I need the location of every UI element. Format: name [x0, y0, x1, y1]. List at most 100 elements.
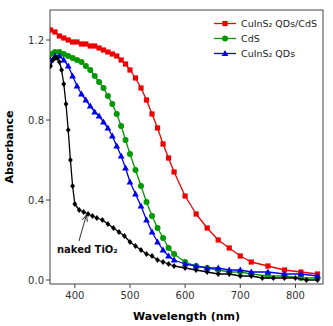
point: [96, 112, 103, 118]
point: [105, 124, 112, 130]
point: [205, 269, 210, 275]
point: [74, 82, 81, 88]
point: [293, 275, 298, 281]
point: [114, 111, 120, 117]
point: [160, 235, 166, 241]
point: [127, 67, 132, 72]
y-axis-label: Absorbance: [3, 110, 16, 183]
x-tick: [295, 284, 296, 288]
x-tick-label: 500: [120, 290, 139, 301]
point: [172, 263, 177, 269]
point: [183, 265, 188, 271]
point: [94, 215, 99, 221]
point: [154, 238, 161, 244]
y-tick-label: 0.4: [28, 195, 44, 206]
point: [171, 169, 176, 174]
point: [96, 79, 102, 85]
legend-marker: [222, 21, 227, 26]
point: [91, 108, 98, 114]
point: [166, 245, 172, 251]
point: [149, 111, 154, 116]
point: [113, 142, 120, 148]
y-tick: [46, 40, 50, 41]
y-tick: [46, 280, 50, 281]
point: [205, 225, 210, 230]
point: [111, 225, 116, 231]
x-tick-label: 400: [65, 290, 84, 301]
point: [122, 233, 127, 239]
point: [50, 63, 53, 69]
point: [65, 62, 72, 68]
point: [109, 132, 116, 138]
point: [260, 275, 265, 281]
point: [59, 67, 64, 73]
point: [87, 102, 94, 108]
x-tick: [185, 284, 186, 288]
point: [144, 251, 149, 257]
series-line: [51, 58, 318, 280]
point: [282, 275, 287, 281]
x-tick: [129, 284, 130, 288]
y-tick-label: 1.2: [28, 35, 44, 46]
legend-label: CuInS₂ QDs/CdS: [241, 18, 317, 29]
point: [92, 73, 98, 79]
point: [139, 247, 144, 253]
point: [238, 273, 243, 279]
point: [160, 246, 167, 252]
series-line: [51, 30, 318, 274]
y-tick-label: 0.8: [28, 115, 44, 126]
point: [68, 157, 73, 163]
point: [138, 183, 144, 189]
chart: 4005006007008000.00.40.81.2Wavelength (n…: [0, 0, 333, 326]
point: [149, 228, 156, 234]
series-line: [51, 56, 318, 276]
x-tick: [240, 284, 241, 288]
point: [133, 243, 138, 249]
point: [155, 125, 160, 130]
point: [77, 207, 82, 213]
point: [127, 178, 134, 184]
point: [160, 141, 165, 146]
legend-marker: [222, 36, 228, 42]
point: [87, 67, 93, 73]
point: [237, 266, 244, 272]
point: [118, 152, 125, 158]
point: [123, 61, 128, 66]
point: [81, 209, 86, 215]
point: [144, 97, 149, 102]
point: [215, 264, 222, 270]
point: [100, 85, 106, 91]
point: [100, 217, 105, 223]
point: [271, 275, 276, 281]
point: [155, 225, 161, 231]
point: [128, 239, 133, 245]
series-line: [51, 52, 318, 278]
point: [265, 263, 270, 268]
point: [249, 259, 254, 264]
point: [183, 193, 188, 198]
point: [264, 268, 271, 274]
point: [238, 253, 243, 258]
point: [143, 216, 150, 222]
point: [144, 199, 150, 205]
point: [132, 190, 139, 196]
point: [161, 259, 166, 265]
legend-label: CdS: [241, 33, 260, 44]
point: [166, 155, 171, 160]
point: [227, 271, 232, 277]
point: [171, 251, 177, 257]
point: [132, 167, 138, 173]
point: [118, 123, 124, 129]
point: [315, 277, 320, 283]
point: [127, 151, 133, 157]
point: [100, 118, 107, 124]
point: [304, 277, 309, 283]
y-tick-label: 0.0: [28, 275, 44, 286]
point: [249, 273, 254, 279]
point: [105, 93, 111, 99]
plot-frame: [50, 10, 323, 284]
point: [72, 201, 77, 207]
point: [64, 101, 69, 107]
point: [165, 252, 172, 258]
point: [70, 183, 75, 189]
